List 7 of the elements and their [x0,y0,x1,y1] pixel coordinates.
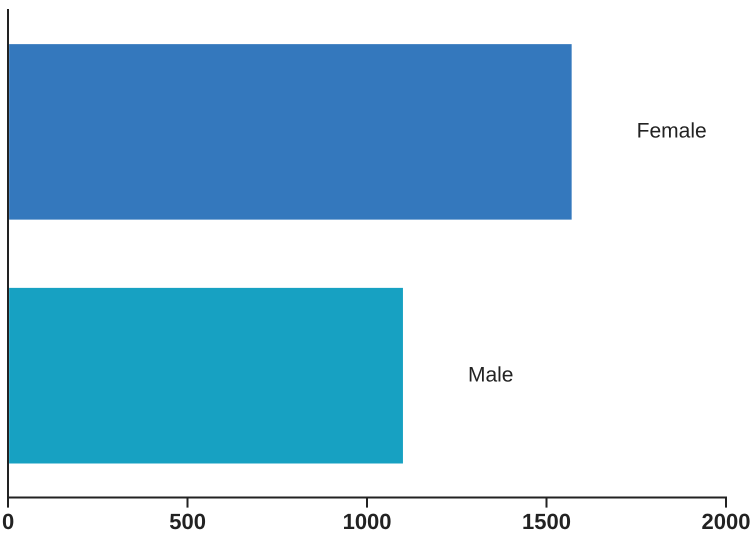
x-tick-label: 2000 [702,508,750,534]
x-tick-label: 0 [2,508,14,534]
y-tick-label: Female [636,120,707,143]
x-tick-label: 1000 [342,508,392,534]
x-tick-label: 500 [169,508,206,534]
y-tick-label: Male [468,363,514,386]
x-tick-label: 1500 [522,508,572,534]
